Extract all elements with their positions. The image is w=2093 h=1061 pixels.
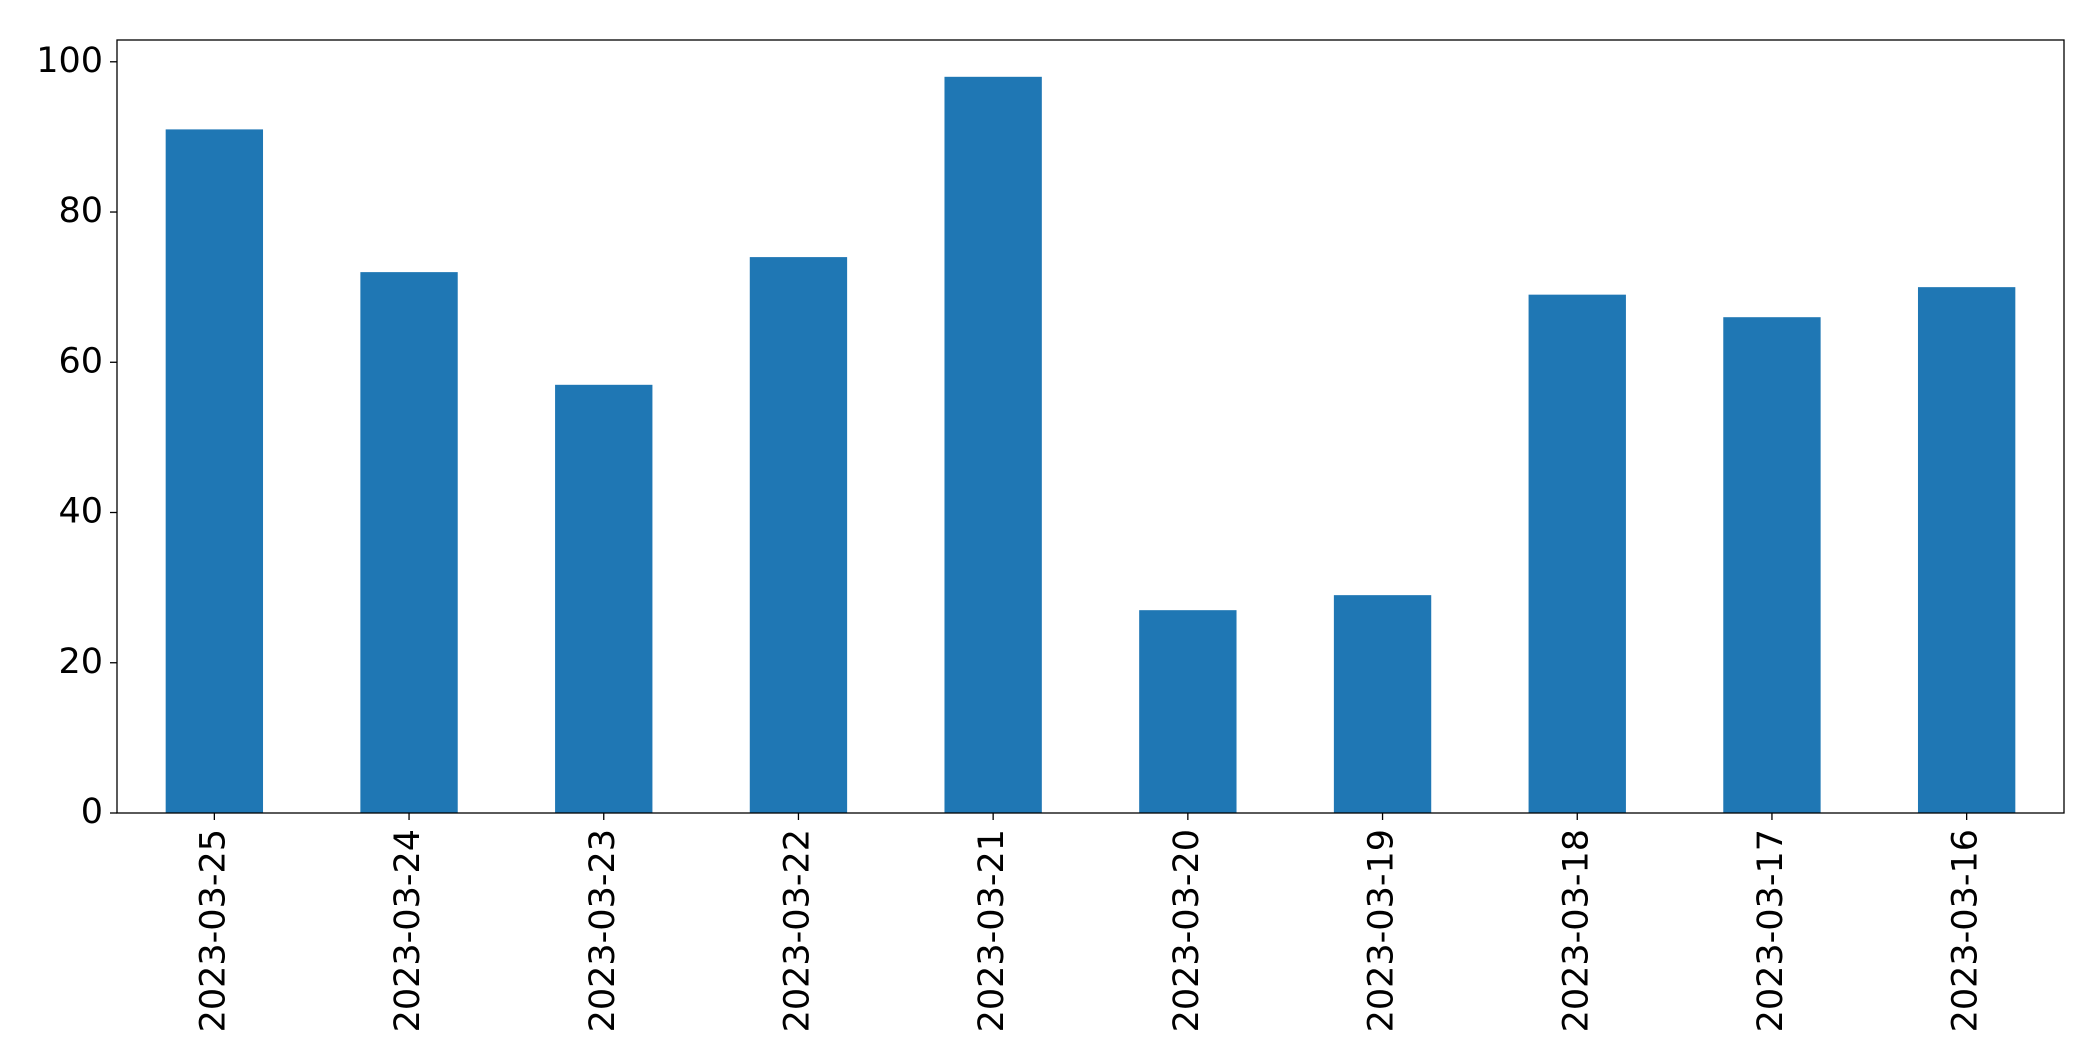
x-tick-label: 2023-03-23: [583, 829, 623, 1032]
y-tick-label: 20: [58, 642, 103, 682]
x-tick-label: 2023-03-19: [1362, 829, 1402, 1032]
bar: [1139, 610, 1237, 813]
bar: [1333, 595, 1432, 813]
x-tick-label: 2023-03-25: [193, 829, 233, 1032]
y-tick-label: 100: [36, 41, 103, 81]
bar: [165, 129, 264, 814]
bar: [555, 384, 653, 813]
x-tick-label: 2023-03-20: [1167, 829, 1207, 1032]
bar: [749, 257, 848, 813]
x-tick-label: 2023-03-18: [1556, 829, 1596, 1032]
x-tick-label: 2023-03-24: [388, 829, 428, 1032]
bar: [1528, 294, 1626, 813]
x-tick-label: 2023-03-22: [777, 829, 817, 1032]
x-tick-label: 2023-03-17: [1751, 829, 1791, 1032]
bar: [1723, 317, 1821, 813]
plot-frame: [116, 39, 2065, 814]
x-tick-label: 2023-03-16: [1946, 829, 1986, 1032]
y-tick-label: 0: [81, 792, 103, 832]
bar: [944, 76, 1042, 814]
bar: [1917, 287, 2016, 813]
bar: [360, 272, 458, 813]
y-tick-label: 80: [58, 191, 103, 231]
x-tick-label: 2023-03-21: [972, 829, 1012, 1032]
y-tick-label: 60: [58, 341, 103, 381]
y-tick-label: 40: [58, 492, 103, 532]
